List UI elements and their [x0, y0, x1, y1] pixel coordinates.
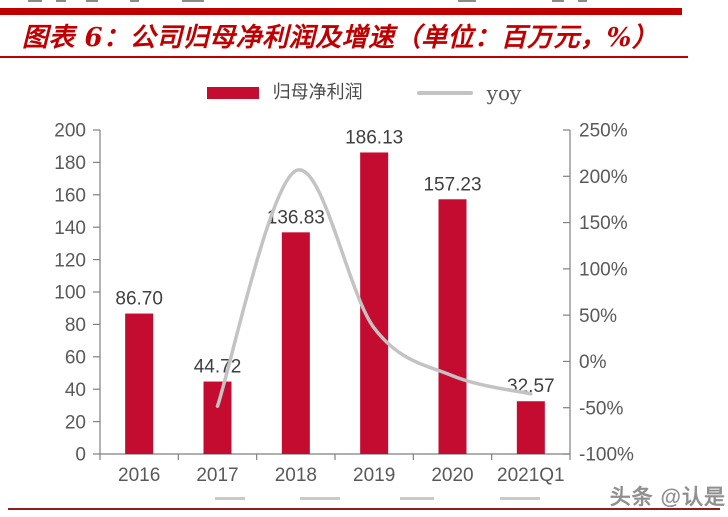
x-axis-label: 2021Q1 — [497, 465, 565, 486]
bar-value-label: 86.70 — [115, 289, 163, 310]
figure-title: 图表 6：公司归母净利润及增速（单位：百万元，%） — [22, 23, 659, 53]
left-axis-tick-label: 100 — [54, 283, 86, 304]
text-fragment — [56, 0, 66, 2]
left-axis-tick-label: 140 — [54, 218, 86, 239]
bar-2018 — [281, 232, 310, 454]
bar-2017 — [203, 381, 232, 454]
bar-value-label: 157.23 — [423, 174, 481, 195]
x-axis-label: 2016 — [118, 465, 160, 486]
x-axis-label: 2019 — [353, 465, 395, 486]
text-fragment — [458, 0, 476, 2]
bar-2019 — [360, 152, 389, 454]
right-axis-tick-label: 250% — [579, 121, 628, 142]
left-axis-tick-label: 200 — [54, 121, 86, 142]
text-fragment — [86, 0, 98, 2]
left-axis-tick-label: 20 — [65, 412, 86, 433]
text-fragment — [552, 0, 564, 2]
bar-2020 — [438, 199, 467, 454]
header-accent-bar — [0, 8, 682, 15]
x-axis-label: 2018 — [275, 465, 317, 486]
x-axis-label: 2017 — [196, 465, 238, 486]
x-axis-label: 2020 — [431, 465, 473, 486]
right-axis-tick-label: -100% — [579, 445, 634, 466]
right-axis-tick-label: 0% — [579, 352, 607, 373]
left-axis-tick-label: 40 — [65, 380, 86, 401]
left-axis-tick-label: 120 — [54, 250, 86, 271]
text-fragment — [130, 0, 139, 2]
bar-value-label: 136.83 — [267, 207, 325, 228]
right-axis-tick-label: 150% — [579, 213, 628, 234]
legend-line-swatch — [416, 91, 473, 95]
watermark: 头条 @认是 — [609, 486, 726, 509]
bottom-rule — [8, 508, 720, 510]
right-axis-tick-label: 200% — [579, 167, 628, 188]
title-underline — [0, 56, 688, 58]
text-fragment — [300, 497, 340, 500]
text-fragment — [400, 497, 434, 500]
legend-bar-label: 归母净利润 — [272, 82, 363, 103]
text-fragment — [578, 0, 587, 2]
chart-legend: 归母净利润 yoy — [0, 82, 728, 104]
right-axis-tick-label: -50% — [579, 398, 623, 419]
right-axis-tick-label: 100% — [579, 260, 628, 281]
left-axis-tick-label: 160 — [54, 185, 86, 206]
text-fragment — [215, 497, 245, 500]
right-axis-tick-label: 50% — [579, 306, 617, 327]
bar-value-label: 186.13 — [345, 127, 403, 148]
left-axis-tick-label: 60 — [65, 347, 86, 368]
legend-line-label: yoy — [486, 81, 522, 105]
bar-2016 — [125, 313, 154, 454]
left-axis-tick-label: 80 — [65, 315, 86, 336]
legend-bar-swatch — [206, 87, 259, 99]
bar-value-label: 44.72 — [194, 357, 242, 378]
text-fragment — [182, 0, 204, 2]
text-fragment — [500, 497, 540, 500]
text-fragment — [28, 0, 42, 2]
left-axis-tick-label: 180 — [54, 153, 86, 174]
left-axis-tick-label: 0 — [75, 445, 86, 466]
bar-2021Q1 — [516, 401, 545, 454]
yoy-line — [215, 168, 533, 408]
